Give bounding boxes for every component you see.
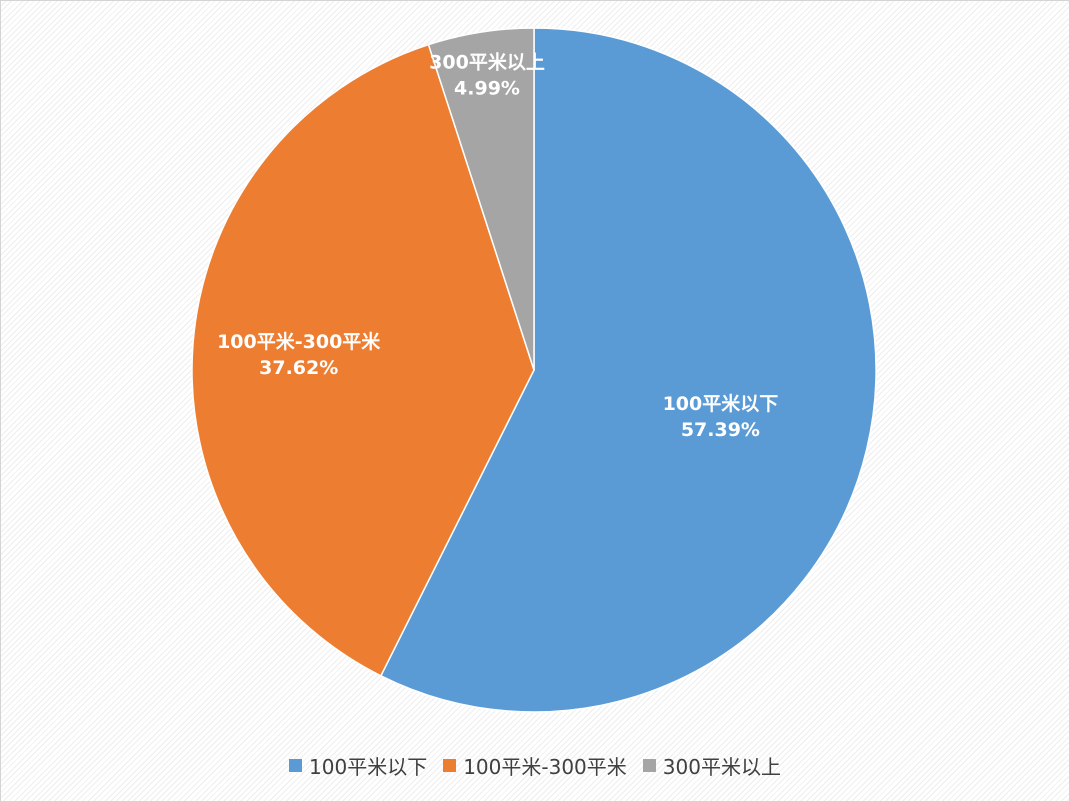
pie-slice-100-300 bbox=[191, 43, 535, 677]
data-label-name-under-100: 100平米以下 bbox=[663, 392, 779, 415]
data-label-name-over-300: 300平米以上 bbox=[429, 51, 545, 74]
pie-slice-under-100 bbox=[380, 27, 877, 713]
data-label-name-100-300: 100平米-300平米 bbox=[217, 330, 381, 353]
legend-swatch bbox=[443, 758, 457, 772]
legend-label: 300平米以上 bbox=[662, 754, 781, 779]
legend-item-under-100: 100平米以下 bbox=[289, 751, 427, 780]
legend: 100平米以下 100平米-300平米 300平米以上 bbox=[1, 745, 1069, 785]
data-label-value-100-300: 37.62% bbox=[259, 357, 338, 379]
legend-item-over-300: 300平米以上 bbox=[642, 751, 781, 780]
legend-label: 100平米-300平米 bbox=[463, 754, 627, 779]
legend-item-100-300: 100平米-300平米 bbox=[443, 751, 627, 780]
legend-swatch bbox=[642, 758, 656, 772]
data-label-value-over-300: 4.99% bbox=[454, 78, 520, 100]
pie-slice-over-300 bbox=[427, 27, 535, 371]
legend-label: 100平米以下 bbox=[309, 754, 428, 779]
data-label-value-under-100: 57.39% bbox=[681, 419, 760, 441]
legend-swatch bbox=[289, 758, 303, 772]
